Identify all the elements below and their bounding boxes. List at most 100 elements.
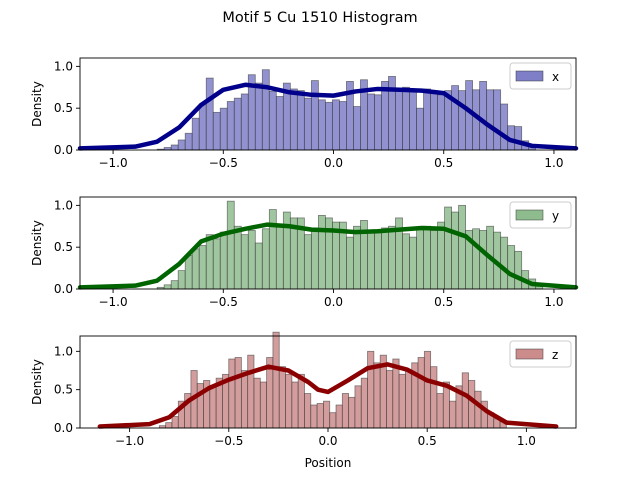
- histogram-bar: [198, 103, 207, 151]
- histogram-bar: [184, 132, 193, 151]
- histogram-bar: [171, 416, 179, 429]
- histogram-bar: [500, 103, 509, 151]
- histogram-bar: [233, 225, 242, 290]
- histogram-bar: [409, 236, 417, 290]
- histogram-bar: [444, 206, 452, 290]
- histogram-bar: [209, 385, 217, 429]
- x-tick-label: 0.5: [418, 434, 437, 448]
- histogram-bar: [354, 385, 362, 429]
- histogram-bar: [353, 225, 361, 290]
- histogram-bar: [386, 370, 394, 429]
- histogram-bar: [514, 250, 523, 290]
- figure-title: Motif 5 Cu 1510 Histogram: [222, 10, 417, 26]
- legend-swatch: [515, 348, 544, 360]
- histogram-bar: [493, 89, 502, 151]
- histogram-bar: [507, 245, 516, 290]
- y-tick-label: 1.0: [54, 198, 73, 212]
- legend-label: y: [552, 209, 559, 223]
- legend-label: z: [552, 348, 558, 362]
- histogram-bar: [332, 99, 340, 151]
- axes-frame: [79, 196, 577, 290]
- histogram-bar: [388, 225, 396, 290]
- histogram-bar: [297, 373, 305, 429]
- histogram-bar: [346, 236, 354, 290]
- y-tick-label: 0.0: [54, 143, 73, 157]
- histogram-bar: [416, 107, 424, 151]
- kde-line: [97, 362, 559, 429]
- y-axis-label: Density: [30, 220, 44, 266]
- histogram-bar: [405, 370, 413, 429]
- histogram-bar: [170, 280, 179, 290]
- histogram-bar: [409, 88, 417, 151]
- histogram-bar: [254, 82, 263, 151]
- histogram-bar: [191, 117, 200, 151]
- histogram-bar: [278, 366, 286, 429]
- histogram-bar: [291, 381, 299, 429]
- histogram-bar: [310, 227, 319, 290]
- histogram-bar: [398, 373, 406, 429]
- histogram-bar: [233, 97, 242, 151]
- histogram-bar: [329, 412, 337, 429]
- histogram-bar: [285, 373, 293, 429]
- histogram-bar: [436, 393, 444, 429]
- histogram-bar: [437, 221, 445, 290]
- x-tick-label: 0.5: [434, 295, 453, 309]
- y-axis-label: Density: [30, 359, 44, 405]
- panel-y: −1.0 −0.5 0.0 0.5 1.0 0.0 0.5 1.0 Density y: [30, 196, 579, 309]
- x-tick-label: 1.0: [544, 156, 563, 170]
- histogram-bar: [451, 85, 459, 151]
- histogram-bar: [259, 381, 268, 429]
- histogram-bar: [381, 81, 389, 151]
- histogram-bar: [219, 107, 228, 151]
- histogram-bar: [272, 331, 280, 429]
- histogram-bar: [184, 255, 193, 290]
- legend-swatch: [515, 209, 544, 221]
- x-tick-label: −0.5: [209, 156, 238, 170]
- histogram-bar: [367, 350, 375, 429]
- histogram-bar: [430, 92, 438, 151]
- histogram-bar: [514, 126, 523, 151]
- x-tick-label: 0.0: [324, 295, 343, 309]
- histogram-bar: [247, 354, 255, 429]
- histogram-bar: [240, 234, 249, 290]
- histogram-bar: [254, 242, 263, 290]
- histogram-bar: [234, 357, 242, 429]
- histogram-bar: [261, 228, 270, 290]
- histogram-bar: [226, 200, 235, 290]
- histogram-bar: [296, 90, 305, 151]
- legend: x: [509, 62, 572, 90]
- histogram-bars: [158, 331, 507, 429]
- histogram-bar: [310, 80, 319, 151]
- histogram-bar: [191, 248, 200, 290]
- histogram-bar: [451, 211, 459, 290]
- histogram-bar: [303, 97, 312, 151]
- histogram-bar: [303, 234, 312, 290]
- histogram-bar: [416, 228, 424, 290]
- histogram-bar: [165, 422, 173, 429]
- y-tick-label: 0.5: [54, 383, 73, 397]
- histogram-bar: [479, 81, 488, 151]
- histogram-bar: [461, 372, 469, 429]
- histogram-bar: [268, 209, 277, 290]
- histogram-bar: [226, 101, 235, 151]
- y-tick-label: 0.5: [54, 101, 73, 115]
- x-tick-label: −0.5: [214, 434, 243, 448]
- histogram-bar: [373, 362, 381, 429]
- histogram-bar: [500, 236, 509, 290]
- histogram-bar: [322, 400, 331, 429]
- histogram-bar: [177, 139, 186, 151]
- legend: y: [509, 201, 572, 229]
- histogram-bar: [268, 91, 277, 151]
- histogram-bar: [360, 377, 368, 429]
- histogram-bar: [472, 228, 481, 290]
- histogram-bar: [170, 144, 179, 151]
- histogram-bar: [324, 101, 333, 151]
- x-tick-label: 1.0: [517, 434, 536, 448]
- y-tick-label: 1.0: [54, 344, 73, 358]
- kde-line: [77, 82, 579, 151]
- histogram-bar: [212, 111, 221, 151]
- y-axis-label: Density: [30, 81, 44, 127]
- histogram-bar: [310, 404, 318, 429]
- histogram-bar: [289, 88, 298, 151]
